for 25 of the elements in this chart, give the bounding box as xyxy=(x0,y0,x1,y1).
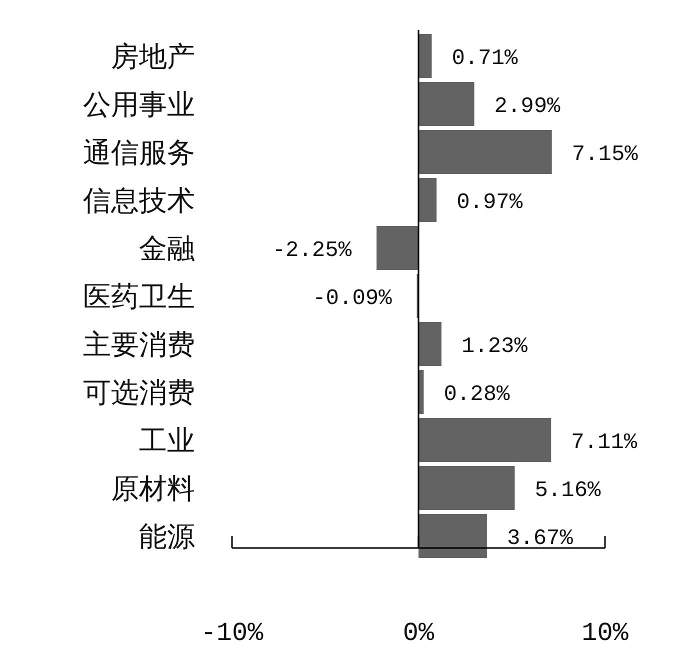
data-label: 0.71% xyxy=(452,46,519,71)
y-tick-label: 房地产 xyxy=(111,42,195,75)
x-tick-label: 0% xyxy=(402,618,434,648)
data-label: 1.23% xyxy=(461,334,528,359)
data-label: 0.28% xyxy=(444,382,511,407)
data-label: -2.25% xyxy=(272,238,352,263)
y-tick-label: 可选消费 xyxy=(83,379,195,411)
data-label: 0.97% xyxy=(456,190,524,215)
y-tick-label: 工业 xyxy=(139,426,195,459)
y-tick-label: 原材料 xyxy=(111,475,195,507)
y-tick-label: 主要消费 xyxy=(83,330,195,363)
data-label: 3.67% xyxy=(506,526,574,551)
y-tick-label: 能源 xyxy=(139,522,195,555)
y-tick-label: 医药卫生 xyxy=(83,282,195,315)
data-label: 7.15% xyxy=(572,142,639,167)
y-tick-label: 通信服务 xyxy=(83,138,195,171)
x-tick-label: 10% xyxy=(582,618,629,648)
data-label: 2.99% xyxy=(494,94,562,119)
data-label: 5.16% xyxy=(534,478,602,503)
data-label: 7.11% xyxy=(571,430,638,455)
x-tick-label: -10% xyxy=(200,618,264,648)
y-tick-label: 金融 xyxy=(139,235,195,267)
y-tick-label: 公用事业 xyxy=(83,90,195,123)
y-tick-label: 信息技术 xyxy=(83,186,195,219)
data-label: -0.09% xyxy=(312,286,393,311)
